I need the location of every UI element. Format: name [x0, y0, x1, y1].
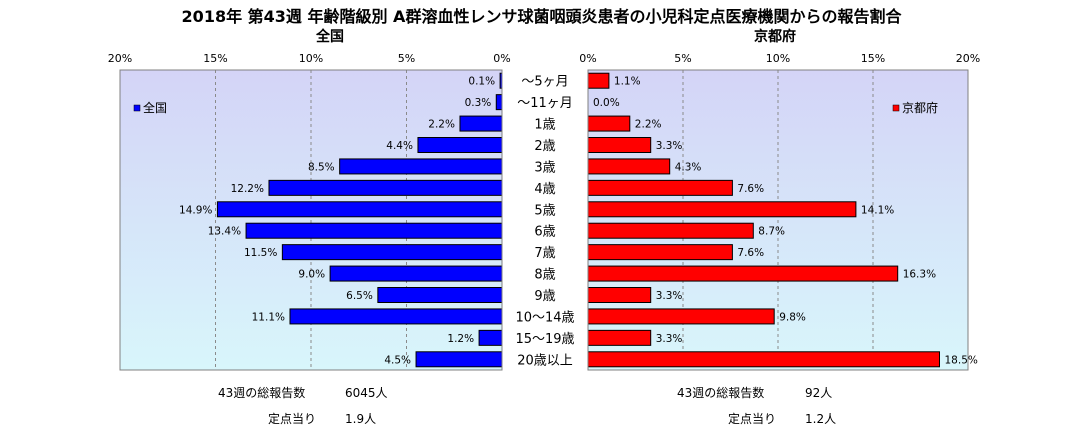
right-total-value: 92人: [805, 386, 833, 400]
kyoto-value-label: 14.1%: [861, 204, 894, 216]
national-value-label: 0.1%: [468, 76, 495, 88]
national-bar: [216, 201, 503, 218]
kyoto-value-label: 3.3%: [656, 333, 683, 345]
kyoto-bar: [587, 201, 857, 218]
kyoto-value-label: 4.3%: [675, 161, 702, 173]
national-value-label: 11.5%: [244, 247, 277, 259]
kyoto-legend-swatch: [892, 104, 900, 112]
national-bar: [415, 351, 503, 368]
right-panel-subtitle: 京都府: [754, 29, 796, 45]
left-panel-subtitle: 全国: [316, 29, 344, 45]
category-label: 10～14歳: [515, 310, 574, 325]
right-total-label: 43週の総報告数: [677, 386, 765, 400]
national-bar: [339, 158, 503, 175]
national-bar: [495, 94, 503, 111]
national-value-label: 9.0%: [298, 269, 325, 281]
category-label: 8歳: [534, 268, 555, 283]
kyoto-bar: [587, 72, 610, 89]
category-label: ～5ヶ月: [521, 75, 568, 90]
right-tick-label: 15%: [861, 52, 885, 65]
kyoto-bar: [587, 244, 733, 261]
kyoto-value-label: 7.6%: [737, 247, 764, 259]
kyoto-value-label: 2.2%: [635, 119, 662, 131]
national-value-label: 2.2%: [428, 119, 455, 131]
category-label: 15～19歳: [515, 332, 574, 347]
national-bar: [329, 265, 503, 282]
national-value-label: 0.3%: [465, 97, 492, 109]
kyoto-value-label: 18.5%: [945, 354, 978, 366]
left-per-label: 定点当り: [268, 412, 317, 426]
kyoto-value-label: 1.1%: [614, 76, 641, 88]
kyoto-bar: [587, 115, 631, 132]
kyoto-bar: [587, 265, 899, 282]
national-bar: [268, 179, 503, 196]
national-bar: [245, 222, 503, 239]
national-value-label: 4.4%: [386, 140, 413, 152]
national-value-label: 11.1%: [252, 311, 285, 323]
kyoto-bar: [587, 158, 671, 175]
national-bar: [478, 329, 503, 346]
left-tick-label: 10%: [299, 52, 323, 65]
national-legend-label: 全国: [143, 100, 167, 115]
national-value-label: 14.9%: [179, 204, 212, 216]
kyoto-bar: [587, 222, 754, 239]
kyoto-value-label: 3.3%: [656, 140, 683, 152]
category-label: 1歳: [534, 118, 555, 133]
category-label: 9歳: [534, 289, 555, 304]
national-bar: [377, 287, 503, 303]
left-tick-label: 20%: [108, 52, 132, 65]
kyoto-value-label: 0.0%: [593, 97, 620, 109]
right-per-label: 定点当り: [728, 412, 777, 426]
national-value-label: 1.2%: [447, 333, 474, 345]
kyoto-value-label: 3.3%: [656, 290, 683, 302]
national-value-label: 12.2%: [231, 183, 264, 195]
left-per-value: 1.9人: [345, 412, 377, 426]
category-label: 3歳: [534, 160, 555, 175]
left-tick-label: 5%: [398, 52, 415, 65]
national-value-label: 6.5%: [346, 290, 373, 302]
category-label: 4歳: [534, 182, 555, 197]
chart-title: 2018年 第43週 年齢階級別 A群溶血性レンサ球菌咽頭炎患者の小児科定点医療…: [181, 7, 902, 26]
left-tick-label: 15%: [203, 52, 227, 65]
right-tick-label: 20%: [956, 52, 980, 65]
kyoto-value-label: 9.8%: [779, 311, 806, 323]
national-bar: [289, 308, 503, 325]
left-total-value: 6045人: [345, 386, 388, 400]
national-value-label: 13.4%: [208, 226, 241, 238]
national-bar: [459, 115, 503, 132]
category-label: 5歳: [534, 203, 555, 218]
kyoto-value-label: 16.3%: [903, 269, 936, 281]
category-label: 7歳: [534, 246, 555, 261]
national-bar: [281, 244, 503, 261]
kyoto-value-label: 8.7%: [758, 226, 785, 238]
kyoto-legend-label: 京都府: [902, 100, 938, 115]
left-total-label: 43週の総報告数: [218, 386, 306, 400]
national-value-label: 4.5%: [384, 354, 411, 366]
left-tick-label: 0%: [493, 52, 510, 65]
kyoto-bar: [587, 137, 652, 153]
kyoto-bar: [587, 287, 652, 303]
category-label: 2歳: [534, 139, 555, 154]
category-label: 20歳以上: [517, 353, 573, 368]
right-per-value: 1.2人: [805, 412, 837, 426]
kyoto-bar: [587, 351, 940, 368]
kyoto-bar: [587, 179, 733, 196]
kyoto-value-label: 7.6%: [737, 183, 764, 195]
right-tick-label: 0%: [579, 52, 596, 65]
right-tick-label: 10%: [766, 52, 790, 65]
national-bar: [417, 137, 503, 153]
national-legend-swatch: [133, 104, 141, 112]
right-plot-border: [587, 69, 969, 371]
kyoto-bar: [587, 329, 652, 346]
right-tick-label: 5%: [674, 52, 691, 65]
category-label: 6歳: [534, 225, 555, 240]
category-label: ～11ヶ月: [517, 96, 573, 111]
national-value-label: 8.5%: [308, 161, 335, 173]
kyoto-bar: [587, 308, 775, 325]
left-plot-border: [119, 69, 503, 371]
